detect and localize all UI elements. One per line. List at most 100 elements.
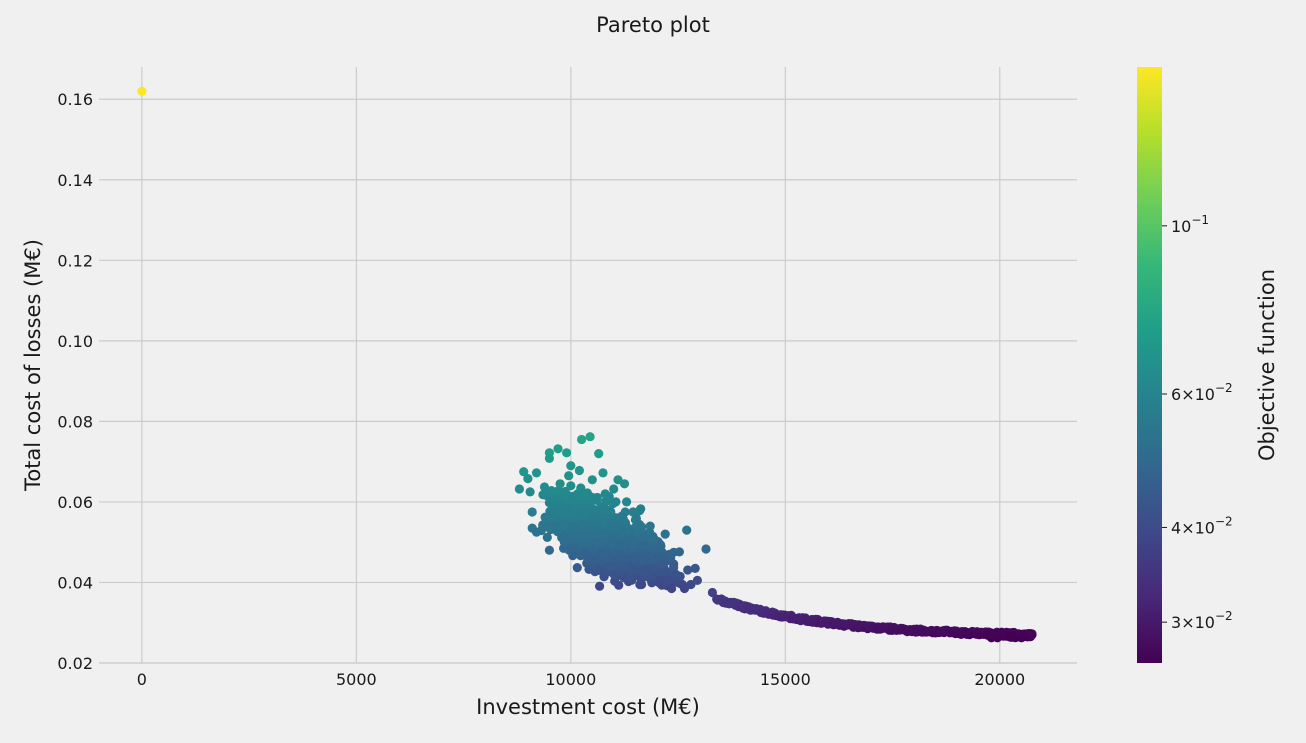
scatter-point: [551, 521, 561, 531]
scatter-point: [609, 484, 619, 494]
scatter-point: [595, 581, 605, 591]
y-tick-label: 0.04: [57, 573, 93, 592]
scatter-point: [637, 579, 647, 590]
scatter-point: [645, 521, 655, 531]
x-tick-label: 10000: [545, 670, 596, 689]
scatter-point: [622, 497, 632, 507]
scatter-point: [701, 544, 711, 554]
scatter-point: [519, 467, 529, 477]
scatter-point: [600, 489, 610, 499]
scatter-point: [570, 513, 580, 523]
y-axis-ticks: 0.02 0.04 0.06 0.08 0.10 0.12 0.14 0.16: [57, 90, 93, 673]
scatter-point: [594, 565, 604, 576]
scatter-point: [608, 538, 618, 548]
scatter-point: [568, 551, 578, 561]
scatter-point: [527, 507, 537, 517]
scatter-point: [562, 448, 572, 458]
colorbar-tick-label: 3×10−2: [1171, 609, 1233, 632]
scatter-point: [564, 471, 574, 481]
scatter-point: [544, 453, 555, 463]
x-tick-label: 0: [137, 670, 147, 689]
scatter-point: [682, 525, 692, 535]
scatter-point: [660, 529, 670, 539]
scatter-point: [593, 517, 603, 527]
scatter-point: [632, 521, 642, 531]
scatter-point: [619, 479, 630, 489]
scatter-point: [587, 475, 597, 485]
scatter-point: [525, 487, 535, 497]
scatter-point: [617, 529, 627, 539]
scatter-point: [544, 498, 555, 508]
y-tick-label: 0.08: [57, 412, 93, 431]
scatter-point: [675, 571, 685, 582]
scatter-point: [546, 486, 557, 496]
scatter-point: [641, 549, 651, 559]
scatter-point: [540, 512, 550, 522]
scatter-point: [560, 520, 570, 530]
colorbar-label: Objective function: [1255, 269, 1279, 461]
scatter-point: [598, 468, 608, 478]
scatter-points: [137, 86, 1037, 643]
scatter-point: [538, 490, 548, 500]
scatter-point: [514, 484, 525, 494]
scatter-point: [544, 545, 555, 555]
colorbar-tick-label: 4×10−2: [1171, 514, 1233, 537]
y-tick-label: 0.12: [57, 251, 93, 270]
scatter-point: [656, 541, 666, 551]
scatter-point: [583, 553, 593, 563]
colorbar-ticks: 3×10−2 4×10−2 6×10−2 10−1: [1162, 213, 1233, 632]
scatter-point: [574, 465, 585, 476]
scatter-point: [630, 555, 640, 565]
scatter-point: [137, 86, 147, 96]
x-tick-label: 15000: [760, 670, 811, 689]
scatter-point: [557, 501, 567, 511]
scatter-point: [566, 461, 576, 471]
scatter-point: [553, 486, 563, 496]
x-axis-label: Investment cost (M€): [476, 695, 700, 719]
scatter-point: [669, 547, 679, 557]
scatter-point: [581, 505, 591, 515]
scatter-point: [594, 505, 604, 515]
y-tick-label: 0.06: [57, 493, 93, 512]
scatter-point: [683, 565, 693, 575]
scatter-point: [572, 529, 582, 539]
scatter-point: [538, 520, 548, 530]
scatter-point: [560, 489, 571, 499]
scatter-point: [707, 587, 718, 598]
scatter-point: [611, 497, 621, 507]
y-tick-label: 0.10: [57, 332, 93, 351]
scatter-point: [661, 567, 672, 578]
scatter-point: [624, 563, 634, 574]
colorbar-tick-label: 10−1: [1171, 213, 1209, 236]
scatter-point: [639, 541, 649, 551]
scatter-point: [555, 479, 565, 489]
y-axis-label: Total cost of losses (M€): [21, 239, 45, 492]
scatter-point: [654, 577, 664, 588]
x-tick-label: 5000: [336, 670, 377, 689]
scatter-point: [583, 521, 593, 531]
scatter-point: [1027, 630, 1037, 640]
scatter-point: [572, 563, 582, 573]
scatter-point: [626, 537, 636, 547]
scatter-point: [566, 481, 576, 491]
scatter-point: [692, 575, 703, 586]
scatter-point: [523, 474, 533, 484]
scatter-point: [634, 506, 645, 516]
x-axis-ticks: 0 5000 10000 15000 20000: [137, 670, 1025, 689]
y-tick-label: 0.02: [57, 654, 93, 673]
scatter-point: [585, 432, 595, 442]
scatter-point: [549, 513, 559, 523]
scatter-point: [539, 482, 550, 492]
scatter-point: [662, 575, 673, 586]
chart-title: Pareto plot: [596, 13, 710, 37]
y-tick-label: 0.16: [57, 90, 93, 109]
scatter-point: [568, 497, 578, 507]
scatter-point: [615, 549, 625, 559]
scatter-point: [607, 521, 617, 531]
scatter-point: [596, 547, 606, 557]
grid: [99, 67, 1077, 664]
scatter-point: [589, 495, 600, 505]
scatter-point: [652, 553, 662, 563]
y-tick-label: 0.14: [57, 171, 93, 190]
